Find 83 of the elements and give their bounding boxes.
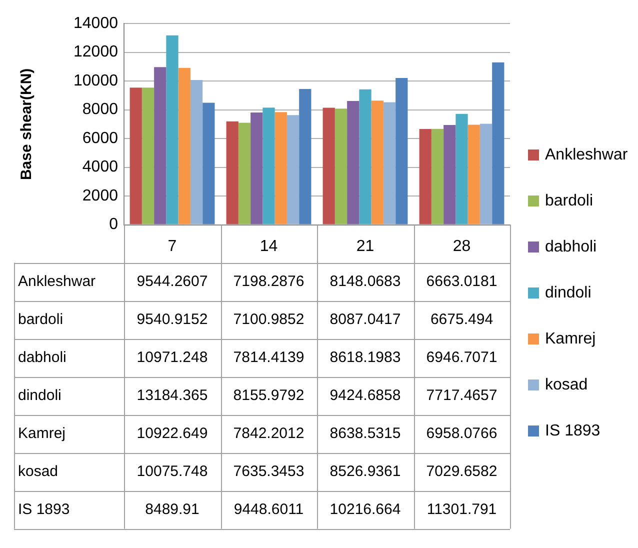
bar (142, 88, 154, 224)
y-tick-label: 10000 (74, 72, 118, 90)
bar (492, 62, 504, 224)
data-label: 13184.365 (136, 386, 208, 404)
text: IS 1893 (18, 500, 70, 518)
x-tick-label: 21 (356, 238, 374, 255)
y-tick-label: 6000 (82, 130, 118, 147)
bar (178, 68, 190, 224)
x-tick-label: 28 (452, 238, 471, 255)
data-label: 9540.9152 (136, 310, 208, 328)
legend-label: dabholi (545, 238, 597, 256)
bar (359, 89, 372, 224)
legend-label: Kamrej (545, 330, 596, 348)
bar (383, 102, 396, 224)
data-label: 8148.0683 (330, 272, 401, 290)
data-label: 8087.0417 (330, 310, 401, 328)
data-label: 9448.6011 (234, 500, 304, 518)
data-label: 11301.791 (426, 500, 497, 518)
bar (299, 89, 312, 224)
data-label: 10922.649 (136, 424, 208, 442)
data-label: 8638.5315 (330, 424, 401, 442)
bar (250, 112, 263, 224)
data-label: 10075.748 (136, 462, 208, 480)
y-tick-label: 14000 (74, 15, 118, 32)
data-label: 7100.9852 (233, 310, 304, 328)
bar (371, 100, 384, 224)
legend-label: Ankleshwar (545, 146, 628, 164)
bar (286, 115, 300, 224)
bar (130, 88, 142, 224)
bar (154, 67, 166, 224)
data-label: 7029.6582 (426, 462, 498, 480)
data-label: 7842.2012 (233, 424, 304, 442)
x-tick-label: 14 (260, 238, 278, 255)
data-label: 7198.2876 (233, 272, 304, 290)
data-label: 7635.3453 (233, 462, 304, 480)
bar (431, 128, 444, 224)
y-tick-label: 12000 (74, 44, 118, 61)
legend-label: kosad (545, 376, 588, 394)
text: dindoli (18, 386, 62, 404)
y-tick-label: 4000 (82, 158, 118, 176)
data-label: 7717.4657 (426, 386, 498, 404)
bar (444, 124, 456, 224)
x-tick-label: 7 (168, 238, 177, 255)
data-label: 9424.6858 (330, 386, 401, 404)
bar (226, 121, 238, 224)
y-tick-label: 0 (109, 216, 118, 234)
y-tick-label: 2000 (82, 187, 118, 204)
data-label: 9544.2607 (136, 272, 208, 290)
legend-label: bardoli (545, 192, 594, 210)
bar (274, 112, 287, 224)
bar (190, 80, 203, 224)
text: kosad (18, 462, 58, 480)
data-label: 8526.9361 (330, 462, 401, 480)
data-label: 8618.1983 (330, 348, 401, 366)
bar (334, 108, 348, 224)
text: Ankleshwar (18, 272, 96, 290)
text: Kamrej (18, 424, 66, 442)
bar (480, 124, 492, 224)
data-label: 6946.7071 (426, 348, 498, 366)
data-label: 6663.0181 (426, 272, 498, 290)
bar (456, 114, 468, 224)
legend-label: dindoli (545, 284, 592, 302)
data-label: 8155.9792 (233, 386, 304, 404)
bar (202, 102, 215, 224)
text: bardoli (18, 310, 64, 328)
bar (322, 108, 335, 224)
bar (468, 124, 480, 224)
bar (262, 108, 275, 224)
bar (396, 78, 408, 224)
text: dabholi (18, 348, 66, 366)
data-label: 6675.494 (430, 310, 494, 328)
bar (347, 100, 360, 224)
y-axis-title: Base shear(KN) (18, 68, 36, 180)
data-label: 10216.664 (330, 500, 401, 518)
bar (419, 129, 432, 224)
bar (166, 35, 178, 224)
data-label: 7814.4139 (233, 348, 304, 366)
bar (238, 122, 251, 224)
data-label: 8489.91 (145, 500, 200, 518)
data-label: 6958.0766 (426, 424, 498, 442)
legend-label: IS 1893 (545, 422, 600, 440)
y-tick-label: 8000 (82, 101, 118, 118)
data-label: 10971.248 (136, 348, 208, 366)
